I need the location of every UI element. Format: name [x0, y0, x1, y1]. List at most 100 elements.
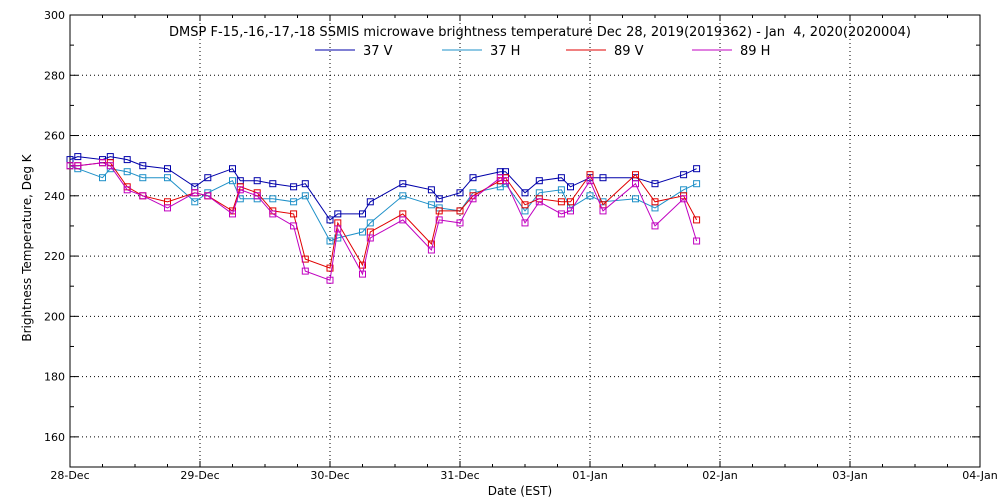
y-tick-label: 260	[44, 130, 65, 143]
x-tick-label: 30-Dec	[310, 469, 349, 482]
data-point-37-v	[469, 174, 477, 182]
data-point-89-v	[632, 171, 639, 179]
x-tick-label: 02-Jan	[702, 469, 738, 482]
data-point-37-v	[521, 189, 529, 197]
data-point-37-v	[680, 171, 688, 179]
data-point-37-h	[557, 186, 565, 194]
data-point-89-h	[456, 219, 464, 227]
x-tick-label: 01-Jan	[572, 469, 608, 482]
data-point-37-v	[74, 153, 82, 161]
data-point-89-h	[586, 177, 594, 185]
data-point-89-h	[139, 192, 147, 200]
data-point-37-v	[359, 210, 366, 218]
data-point-37-h	[301, 192, 309, 200]
data-point-89-h	[334, 225, 342, 233]
data-point-37-v	[139, 162, 147, 170]
data-point-89-h	[693, 237, 701, 245]
data-point-37-h	[586, 192, 594, 200]
data-point-89-v	[521, 201, 529, 209]
data-point-37-v	[427, 186, 435, 194]
data-point-89-v	[567, 198, 574, 206]
data-point-89-h	[502, 177, 509, 185]
data-point-89-h	[680, 195, 688, 203]
data-point-89-h	[236, 186, 244, 194]
data-point-37-v	[301, 180, 309, 188]
x-tick-label: 29-Dec	[180, 469, 219, 482]
data-point-37-v	[366, 198, 374, 206]
data-point-89-h	[301, 267, 309, 275]
data-point-89-h	[567, 207, 574, 215]
data-point-37-h	[427, 201, 435, 209]
series-line-89-h	[70, 162, 698, 281]
x-axis-label: Date (EST)	[488, 484, 552, 498]
data-point-37-h	[290, 198, 298, 206]
data-point-37-v	[269, 180, 277, 188]
data-point-37-h	[229, 177, 236, 185]
legend-item-37-v: 37 V	[315, 44, 393, 59]
data-point-89-h	[399, 216, 407, 224]
x-tick-label: 31-Dec	[440, 469, 479, 482]
data-point-37-v	[123, 156, 131, 164]
legend-item-37-h: 37 H	[442, 44, 520, 59]
series-37-v	[66, 153, 701, 224]
data-point-37-v	[334, 210, 342, 218]
series-layer	[66, 153, 701, 284]
y-axis-label: Brightness Temperature, Deg K	[20, 153, 34, 341]
data-point-89-h	[269, 210, 277, 218]
data-point-89-v	[359, 261, 366, 269]
y-tick-label: 160	[44, 431, 65, 444]
data-point-37-h	[366, 219, 374, 227]
legend-label-37-h: 37 H	[490, 44, 520, 59]
series-line-89-v	[70, 162, 698, 269]
data-point-37-h	[99, 174, 106, 182]
data-point-37-v	[557, 174, 565, 182]
data-point-89-h	[290, 222, 298, 230]
data-point-37-h	[164, 174, 171, 182]
data-point-37-v	[229, 165, 236, 173]
data-point-89-h	[106, 162, 114, 170]
data-point-37-v	[253, 177, 261, 185]
y-tick-label: 280	[44, 69, 65, 82]
plot-frame	[69, 14, 981, 468]
chart-title: DMSP F-15,-16,-17,-18 SSMIS microwave br…	[169, 25, 911, 40]
y-tick-label: 300	[44, 9, 65, 22]
data-point-89-h	[469, 195, 477, 203]
data-point-37-v	[204, 174, 212, 182]
data-point-37-v	[164, 165, 171, 173]
series-89-v	[66, 159, 701, 272]
data-point-89-v	[456, 207, 464, 215]
y-tick-label: 200	[44, 310, 65, 323]
data-point-37-h	[326, 237, 334, 245]
data-point-89-h	[326, 276, 334, 284]
data-point-89-h	[191, 189, 199, 197]
data-point-89-h	[535, 198, 543, 206]
data-point-37-v	[567, 183, 574, 191]
data-point-89-h	[359, 270, 366, 278]
legend-item-89-v: 89 V	[566, 44, 644, 59]
legend-label-89-h: 89 H	[740, 44, 770, 59]
data-point-37-h	[359, 228, 366, 236]
data-point-37-v	[399, 180, 407, 188]
data-point-89-h	[99, 159, 106, 167]
data-point-37-v	[693, 165, 701, 173]
y-tick-label: 180	[44, 371, 65, 384]
data-point-37-h	[269, 195, 277, 203]
data-point-37-v	[290, 183, 298, 191]
data-point-89-h	[632, 180, 639, 188]
data-point-37-h	[693, 180, 701, 188]
data-point-37-v	[599, 174, 607, 182]
y-tick-label: 240	[44, 190, 65, 203]
data-point-89-h	[366, 234, 374, 242]
legend-label-37-v: 37 V	[363, 44, 393, 59]
legend: 37 V 37 H 89 V 89 H	[315, 44, 770, 59]
data-point-89-h	[557, 210, 565, 218]
data-point-37-h	[399, 192, 407, 200]
series-89-h	[66, 159, 701, 284]
data-point-37-v	[651, 180, 659, 188]
data-point-37-h	[139, 174, 147, 182]
grid	[70, 15, 980, 467]
data-point-89-h	[164, 204, 171, 212]
data-point-89-h	[123, 186, 131, 194]
data-point-89-v	[290, 210, 298, 218]
